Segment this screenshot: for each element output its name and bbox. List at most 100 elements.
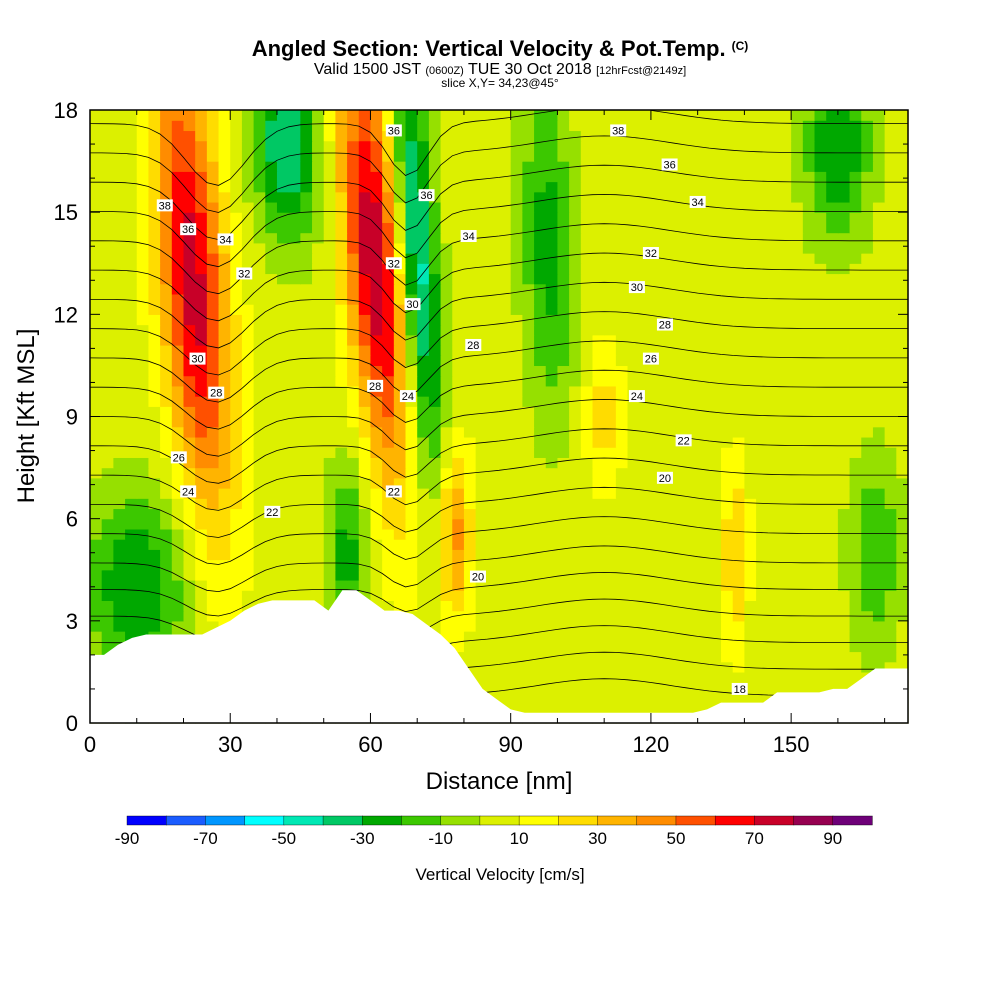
velocity-cell	[253, 283, 266, 295]
velocity-cell	[148, 201, 161, 213]
contour-label: 32	[645, 248, 657, 260]
velocity-cell	[253, 590, 266, 601]
velocity-cell	[522, 293, 535, 305]
velocity-cell	[510, 682, 523, 693]
velocity-cell	[300, 385, 313, 397]
velocity-cell	[253, 406, 266, 418]
velocity-cell	[253, 426, 266, 438]
velocity-cell	[171, 222, 185, 234]
velocity-cell	[580, 140, 594, 152]
velocity-cell	[405, 518, 418, 530]
velocity-cell	[370, 569, 383, 581]
velocity-cell	[241, 426, 255, 438]
contour-label-bg	[642, 247, 659, 260]
velocity-cell	[639, 631, 652, 642]
velocity-cell	[756, 283, 769, 295]
velocity-cell	[265, 150, 278, 162]
velocity-cell	[241, 549, 255, 561]
velocity-cell	[195, 181, 208, 193]
velocity-cell	[475, 539, 488, 550]
colorbar-label: -70	[193, 829, 218, 848]
velocity-cell	[662, 212, 675, 223]
velocity-cell	[662, 242, 675, 254]
velocity-cell	[545, 508, 559, 520]
velocity-cell	[417, 283, 430, 295]
velocity-cell	[721, 631, 734, 642]
velocity-cell	[522, 477, 535, 489]
velocity-cell	[265, 344, 278, 356]
velocity-cell	[767, 457, 781, 469]
velocity-cell	[697, 212, 710, 223]
velocity-cell	[487, 161, 500, 172]
velocity-cell	[230, 130, 243, 142]
velocity-cell	[487, 498, 500, 510]
colorbar: -90 -70 -50 -30 -10 10 30 50 70 90	[115, 815, 873, 848]
velocity-cell	[393, 600, 407, 612]
velocity-cell	[861, 620, 874, 632]
velocity-cell	[627, 426, 640, 438]
velocity-cell	[183, 467, 196, 479]
velocity-cell	[323, 161, 336, 172]
velocity-cell	[393, 457, 407, 469]
velocity-cell	[323, 477, 336, 489]
velocity-cell	[487, 222, 500, 234]
velocity-cell	[113, 539, 126, 550]
velocity-cell	[756, 569, 769, 581]
velocity-cell	[417, 457, 430, 469]
velocity-cell	[650, 590, 664, 601]
velocity-cell	[756, 457, 769, 469]
velocity-cell	[312, 140, 325, 152]
velocity-cell	[545, 661, 559, 673]
velocity-cell	[744, 385, 757, 397]
velocity-cell	[148, 212, 161, 223]
velocity-cell	[861, 191, 874, 203]
velocity-cell	[335, 508, 348, 520]
velocity-cell	[101, 212, 114, 223]
velocity-cell	[604, 447, 617, 458]
velocity-cell	[510, 150, 523, 162]
velocity-cell	[265, 263, 278, 275]
velocity-cell	[814, 651, 827, 663]
velocity-cell	[288, 222, 301, 234]
velocity-cell	[440, 569, 453, 581]
velocity-cell	[709, 334, 722, 346]
velocity-cell	[206, 201, 220, 213]
velocity-cell	[627, 651, 640, 663]
velocity-cell	[195, 314, 208, 326]
velocity-cell	[896, 232, 909, 244]
velocity-cell	[662, 263, 675, 275]
velocity-cell	[756, 579, 769, 591]
velocity-cell	[510, 130, 523, 142]
velocity-cell	[615, 334, 629, 346]
velocity-cell	[697, 334, 710, 346]
velocity-cell	[849, 396, 862, 407]
velocity-cell	[475, 641, 488, 653]
velocity-cell	[732, 631, 745, 642]
velocity-cell	[218, 406, 231, 418]
velocity-cell	[463, 590, 477, 601]
velocity-cell	[358, 110, 372, 121]
velocity-cell	[767, 283, 781, 295]
velocity-cell	[826, 488, 839, 499]
velocity-cell	[499, 600, 512, 612]
velocity-cell	[534, 253, 547, 264]
velocity-cell	[276, 201, 290, 213]
velocity-cell	[347, 467, 360, 479]
velocity-cell	[639, 436, 652, 448]
velocity-cell	[405, 344, 418, 356]
velocity-cell	[674, 365, 687, 377]
velocity-cell	[440, 600, 453, 612]
velocity-cell	[522, 416, 535, 428]
velocity-cell	[347, 406, 360, 418]
velocity-cell	[662, 457, 675, 469]
velocity-cell	[896, 651, 909, 663]
velocity-cell	[148, 304, 161, 315]
velocity-cell	[557, 130, 570, 142]
velocity-cell	[300, 140, 313, 152]
velocity-cell	[627, 150, 640, 162]
velocity-cell	[101, 406, 114, 418]
velocity-cell	[499, 222, 512, 234]
velocity-cell	[136, 232, 150, 244]
velocity-cell	[335, 304, 348, 315]
velocity-cell	[417, 273, 430, 285]
